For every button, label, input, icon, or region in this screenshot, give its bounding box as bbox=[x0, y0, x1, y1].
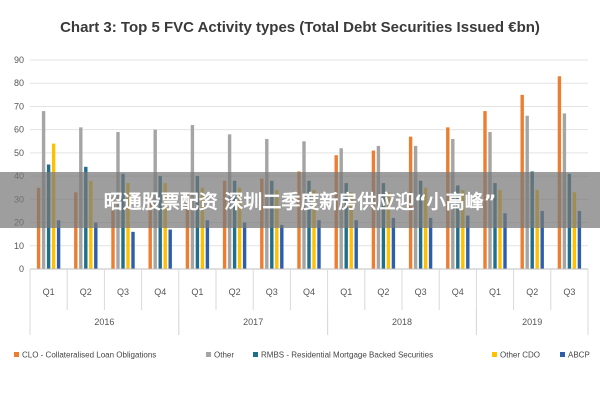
legend-swatch bbox=[206, 352, 211, 357]
x-tick-label: Q4 bbox=[154, 287, 166, 297]
bar bbox=[74, 192, 78, 269]
y-tick-label: 60 bbox=[14, 125, 24, 135]
y-tick-label: 80 bbox=[14, 78, 24, 88]
bar bbox=[503, 213, 507, 269]
bar bbox=[205, 220, 210, 269]
y-axis: 0102030405060708090 bbox=[14, 55, 24, 274]
bar bbox=[354, 220, 358, 269]
legend-label: ABCP bbox=[568, 351, 590, 360]
bar bbox=[423, 187, 428, 269]
bar bbox=[428, 217, 433, 269]
x-tick-label: Q4 bbox=[452, 287, 464, 297]
legend-swatch bbox=[253, 352, 258, 357]
x-group-label: 2019 bbox=[522, 317, 542, 327]
legend-label: RMBS - Residential Mortgage Backed Secur… bbox=[261, 351, 433, 360]
legend-swatch bbox=[560, 352, 565, 357]
bar bbox=[466, 215, 470, 269]
bar bbox=[168, 229, 172, 269]
bar bbox=[275, 190, 279, 269]
y-tick-label: 90 bbox=[14, 55, 24, 65]
x-tick-label: Q1 bbox=[340, 287, 352, 297]
bar bbox=[242, 222, 247, 269]
bar bbox=[391, 217, 396, 269]
x-tick-label: Q3 bbox=[117, 287, 129, 297]
x-tick-label: Q3 bbox=[415, 287, 427, 297]
legend: CLO - Collateralised Loan Obligations Oth… bbox=[14, 351, 590, 360]
y-tick-label: 50 bbox=[14, 148, 24, 158]
x-tick-label: Q2 bbox=[526, 287, 538, 297]
bar bbox=[540, 210, 544, 269]
overlay-banner-text: 昭通股票配资 深圳二季度新房供应迎“小高峰” bbox=[103, 191, 497, 213]
x-tick-label: Q2 bbox=[229, 287, 241, 297]
x-group-label: 2016 bbox=[94, 317, 114, 327]
bar bbox=[312, 190, 316, 269]
legend-swatch bbox=[492, 352, 497, 357]
x-group-label: 2018 bbox=[392, 317, 412, 327]
x-group-label: 2017 bbox=[243, 317, 263, 327]
bar bbox=[111, 197, 115, 269]
legend-label: Other bbox=[214, 351, 234, 360]
y-tick-label: 0 bbox=[19, 264, 24, 274]
bar bbox=[148, 197, 152, 269]
bar bbox=[461, 190, 465, 269]
x-tick-label: Q4 bbox=[303, 287, 315, 297]
bar bbox=[535, 190, 539, 269]
x-axis: Q1 Q2 Q3 Q4 Q1 Q2 Q3 Q4 Q1 Q2 Q3 Q4 Q1 Q2 Q3 2016 2017 20… bbox=[29, 268, 589, 335]
bar bbox=[498, 190, 502, 269]
legend-label: Other CDO bbox=[500, 351, 540, 360]
bar bbox=[349, 192, 353, 269]
y-tick-label: 10 bbox=[14, 241, 24, 251]
legend-swatch bbox=[14, 352, 19, 357]
bar bbox=[317, 220, 321, 269]
bar bbox=[572, 192, 577, 269]
x-tick-label: Q2 bbox=[80, 287, 92, 297]
x-tick-label: Q2 bbox=[377, 287, 389, 297]
bar bbox=[185, 192, 190, 269]
bar bbox=[200, 187, 205, 269]
x-tick-label: Q1 bbox=[191, 287, 203, 297]
bar bbox=[386, 192, 391, 269]
x-tick-label: Q1 bbox=[489, 287, 501, 297]
bar bbox=[237, 187, 242, 269]
bar bbox=[131, 231, 135, 269]
bar bbox=[36, 187, 41, 269]
legend-label: CLO - Collateralised Loan Obligations bbox=[22, 351, 156, 360]
x-tick-label: Q3 bbox=[266, 287, 278, 297]
y-tick-label: 70 bbox=[14, 101, 24, 111]
overlay-banner bbox=[0, 172, 600, 228]
bar bbox=[94, 222, 98, 269]
x-tick-label: Q1 bbox=[43, 287, 55, 297]
bar bbox=[280, 224, 284, 269]
x-tick-label: Q3 bbox=[563, 287, 575, 297]
bar bbox=[577, 210, 582, 269]
chart-title: Chart 3: Top 5 FVC Activity types (Total… bbox=[60, 19, 540, 36]
bar bbox=[56, 220, 61, 269]
